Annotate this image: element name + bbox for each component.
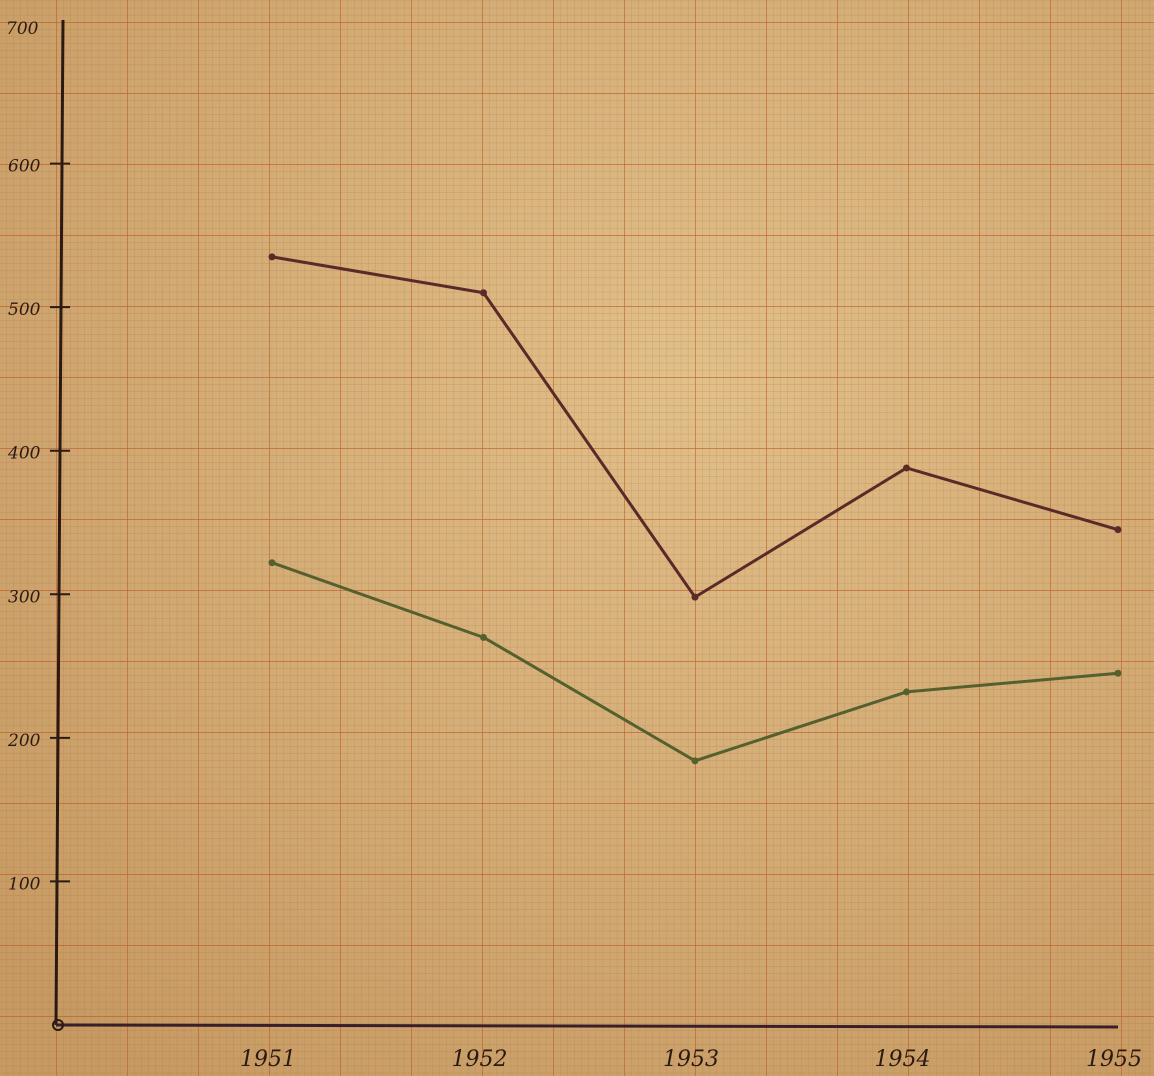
x-tick-group: 1951 1952 1953 1954 1955 [240, 1047, 1142, 1072]
series-2-point-1953 [691, 757, 699, 765]
x-tick-label-1955: 1955 [1086, 1047, 1142, 1072]
x-axis [55, 1023, 1119, 1029]
x-tick-label-1954: 1954 [875, 1047, 931, 1072]
series-2-point-1954 [903, 688, 910, 696]
y-tick-label-500: 500 [8, 300, 41, 320]
x-tick-label-1953: 1953 [663, 1047, 719, 1072]
series-1-point-1955 [1114, 526, 1122, 534]
series-2-point-1952 [480, 633, 487, 641]
series-group [268, 253, 1122, 765]
series-1-point-1954 [903, 464, 910, 472]
y-tick-label-300: 300 [8, 587, 41, 607]
series-1-point-1952 [480, 289, 487, 297]
y-axis [54, 19, 65, 1026]
y-tick-label-100: 100 [8, 874, 41, 894]
axes [52, 19, 1119, 1031]
y-tick-label-600: 600 [8, 157, 41, 177]
series-2-point-1951 [268, 559, 276, 567]
y-tick-label-200: 200 [7, 731, 41, 751]
series-2-point-1955 [1114, 669, 1122, 677]
y-tick-label-400: 400 [7, 444, 41, 464]
series-1-point-1951 [268, 253, 276, 261]
y-tick-group: 100 200 300 400 500 600 [7, 157, 70, 894]
y-axis-top-label: 700 [6, 19, 39, 39]
origin-marker [52, 1019, 64, 1031]
series-1-point-1953 [691, 593, 699, 601]
x-tick-label-1952: 1952 [452, 1047, 508, 1072]
x-tick-label-1951: 1951 [240, 1047, 296, 1072]
